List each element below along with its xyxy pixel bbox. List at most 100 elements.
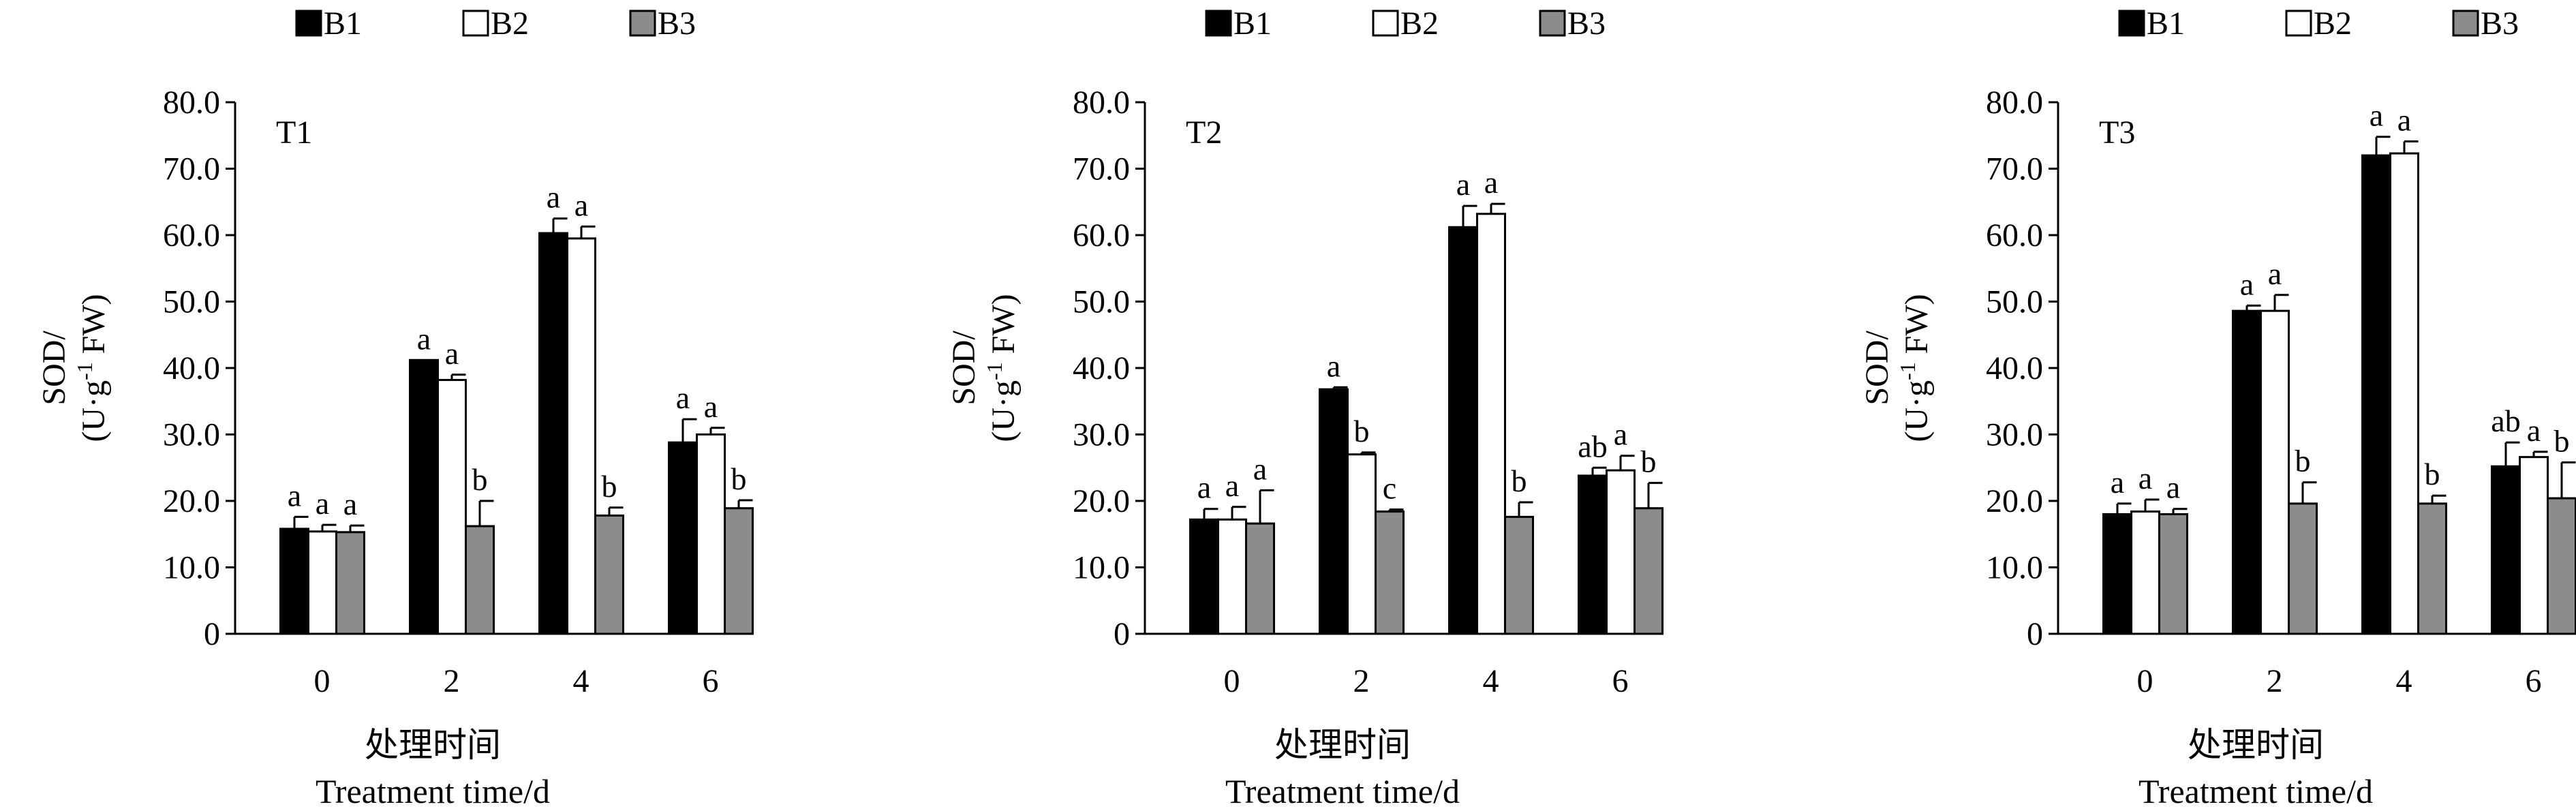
y-axis-title: SOD/(U·g-1 FW) xyxy=(946,294,1022,442)
bar-b1 xyxy=(409,358,439,635)
bar-b2 xyxy=(437,379,467,635)
significance-letter: a xyxy=(676,380,690,415)
legend-label-b1: B1 xyxy=(324,5,362,42)
x-tick-label: 6 xyxy=(2526,663,2542,699)
significance-letter: b xyxy=(2425,457,2440,491)
significance-letter: a xyxy=(417,321,431,356)
significance-letter: ab xyxy=(2491,403,2520,438)
legend-swatch-b3 xyxy=(629,10,656,37)
significance-letter: a xyxy=(2240,266,2254,301)
significance-letter: a xyxy=(2138,461,2152,495)
bar-b3 xyxy=(2547,497,2576,635)
x-tick-label: 4 xyxy=(2396,663,2412,699)
legend-swatch-b1 xyxy=(295,10,322,37)
legend-label-b3: B3 xyxy=(658,5,696,42)
bar-b3 xyxy=(335,531,365,635)
significance-letter: a xyxy=(288,478,301,512)
y-tick-label: 60.0 xyxy=(1986,217,2043,254)
x-tick-label: 0 xyxy=(2137,663,2153,699)
bar-b1 xyxy=(2491,465,2521,635)
bar-b3 xyxy=(2158,513,2188,635)
bar-b3 xyxy=(1245,522,1275,635)
y-tick-label: 50.0 xyxy=(1073,284,1130,320)
x-tick-label: 6 xyxy=(703,663,719,699)
significance-letter: b xyxy=(2554,423,2570,458)
bar-b2 xyxy=(1347,453,1377,635)
significance-letter: ab xyxy=(1578,429,1607,463)
y-tick-label: 40.0 xyxy=(1986,350,2043,386)
significance-letter: b xyxy=(1512,463,1527,498)
bar-b1 xyxy=(2102,513,2132,635)
x-tick-label: 6 xyxy=(1612,663,1629,699)
significance-letter: a xyxy=(343,487,357,521)
y-tick-label: 60.0 xyxy=(1073,217,1130,254)
legend-label-b2: B2 xyxy=(1400,5,1439,42)
y-tick-label: 70.0 xyxy=(163,151,220,187)
legend-swatch-b3 xyxy=(2452,10,2479,37)
significance-letter: a xyxy=(2268,256,2282,291)
bar-b2 xyxy=(2519,456,2549,635)
significance-letter: c xyxy=(1383,471,1396,506)
x-axis-title-cn: 处理时间 xyxy=(365,725,501,765)
y-tick-label: 10.0 xyxy=(1986,550,2043,586)
y-tick-label: 0 xyxy=(1114,616,1130,652)
x-axis-title-cn: 处理时间 xyxy=(1274,725,1411,765)
panel-label: T3 xyxy=(2099,114,2135,151)
bar-b2 xyxy=(1217,518,1247,635)
significance-letter: a xyxy=(1484,165,1498,200)
y-tick-label: 60.0 xyxy=(163,217,220,254)
y-tick-label: 30.0 xyxy=(163,417,220,453)
panel-label: T2 xyxy=(1186,114,1222,151)
significance-letter: a xyxy=(704,389,718,424)
bar-b1 xyxy=(538,232,568,635)
bar-b3 xyxy=(2288,502,2318,635)
bar-b2 xyxy=(566,237,596,635)
bar-b1 xyxy=(2232,309,2262,635)
x-tick-label: 0 xyxy=(314,663,331,699)
y-axis-title-line1: SOD/ xyxy=(1859,331,1895,406)
bar-b3 xyxy=(1504,515,1534,635)
bar-b2 xyxy=(2260,309,2290,635)
y-axis-title: SOD/(U·g-1 FW) xyxy=(1859,294,1935,442)
significance-letter: a xyxy=(1456,167,1470,202)
bar-b1 xyxy=(1319,388,1349,635)
bar-b3 xyxy=(1375,510,1405,635)
significance-letter: b xyxy=(1641,444,1657,479)
significance-letter: b xyxy=(472,462,488,497)
y-axis-title-line2: (U·g-1 FW) xyxy=(982,294,1022,442)
y-tick-label: 80.0 xyxy=(163,85,220,121)
significance-letter: a xyxy=(1327,348,1340,383)
x-axis-title-cn: 处理时间 xyxy=(2188,725,2324,765)
chart-panel-t3: B1 B2 B3 0 10.0 20.0 30.0 40.0 50.0 60.0 70.0 80.0 T… xyxy=(1859,5,2576,810)
significance-letter: a xyxy=(574,187,588,222)
legend-swatch-b1 xyxy=(1205,10,1232,37)
significance-letter: a xyxy=(316,486,329,521)
y-tick-label: 50.0 xyxy=(163,284,220,320)
y-tick-label: 20.0 xyxy=(1986,483,2043,519)
significance-letter: a xyxy=(2397,103,2411,138)
legend-swatch-b2 xyxy=(2285,10,2312,37)
chart-panel-t1: B1 B2 B3 0 10.0 20.0 30.0 40.0 50.0 60.0 70.0 80.0 T… xyxy=(36,5,754,810)
y-tick-label: 70.0 xyxy=(1073,151,1130,187)
y-tick-label: 40.0 xyxy=(1073,350,1130,386)
bar-b1 xyxy=(1448,226,1478,635)
y-axis-title-line1: SOD/ xyxy=(36,331,72,406)
y-tick-label: 80.0 xyxy=(1073,85,1130,121)
significance-letter: a xyxy=(2111,465,2124,500)
legend-swatch-b1 xyxy=(2118,10,2145,37)
legend-swatch-b3 xyxy=(1539,10,1566,37)
y-tick-label: 0 xyxy=(2027,616,2043,652)
legend-label-b1: B1 xyxy=(1233,5,1272,42)
y-tick-label: 80.0 xyxy=(1986,85,2043,121)
x-tick-label: 4 xyxy=(573,663,589,699)
bar-b1 xyxy=(1189,518,1219,635)
y-axis-title: SOD/(U·g-1 FW) xyxy=(36,294,112,442)
chart-panel-t2: B1 B2 B3 0 10.0 20.0 30.0 40.0 50.0 60.0 70.0 80.0 T… xyxy=(946,5,1663,810)
bar-b3 xyxy=(2417,502,2447,635)
significance-letter: a xyxy=(2166,470,2180,505)
significance-letter: b xyxy=(1354,414,1370,448)
bar-b3 xyxy=(465,525,495,635)
bar-b1 xyxy=(1578,474,1608,635)
y-tick-label: 20.0 xyxy=(163,483,220,519)
